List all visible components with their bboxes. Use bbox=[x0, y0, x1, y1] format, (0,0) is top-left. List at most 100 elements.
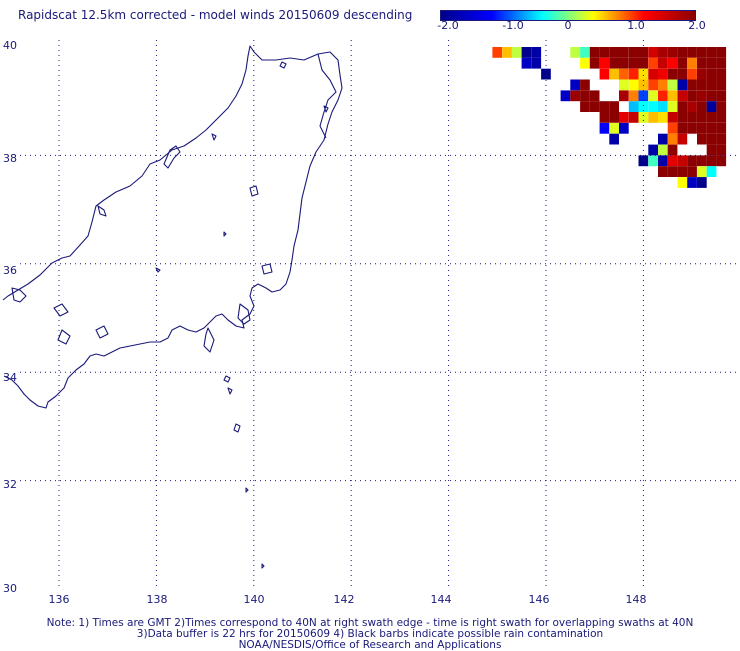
coastline-tokyo-bay bbox=[237, 303, 251, 325]
wind-cell bbox=[619, 79, 629, 91]
wind-cell bbox=[570, 47, 580, 58]
wind-cell bbox=[609, 57, 619, 69]
coastline bbox=[2, 45, 343, 569]
wind-cell bbox=[658, 68, 668, 80]
coastline-island-b bbox=[279, 61, 287, 69]
wind-cell bbox=[589, 90, 600, 102]
wind-cell bbox=[648, 47, 658, 58]
coastline-izu-peninsula bbox=[203, 327, 215, 353]
wind-cell bbox=[492, 47, 503, 58]
wind-cell bbox=[697, 112, 707, 123]
wind-cell bbox=[658, 133, 668, 145]
colorbar-tick-label: 2.0 bbox=[688, 19, 706, 32]
lat-label: 30 bbox=[3, 582, 17, 595]
wind-cell bbox=[706, 68, 717, 80]
wind-cell bbox=[609, 47, 619, 58]
coastline-ise-bay bbox=[95, 325, 109, 339]
lon-label: 138 bbox=[146, 593, 168, 606]
wind-cell bbox=[648, 112, 658, 123]
wind-cell bbox=[541, 68, 551, 80]
wind-cell bbox=[667, 79, 678, 91]
coastline-island-izu-5 bbox=[245, 487, 249, 493]
coastline-kii bbox=[57, 329, 71, 345]
footnote-line-1: Note: 1) Times are GMT 2)Times correspon… bbox=[46, 617, 694, 629]
coastline-island-a bbox=[261, 263, 273, 275]
colorbar bbox=[440, 10, 696, 21]
wind-cell bbox=[706, 101, 717, 112]
coastline-island-izu-4 bbox=[223, 231, 227, 237]
wind-cell bbox=[706, 166, 717, 177]
wind-cell bbox=[677, 101, 688, 112]
wind-cell bbox=[697, 177, 707, 188]
wind-cell bbox=[521, 47, 532, 58]
lon-label: 146 bbox=[528, 593, 550, 606]
wind-cell bbox=[716, 47, 727, 58]
wind-cell bbox=[580, 90, 590, 102]
wind-cell bbox=[667, 144, 678, 156]
wind-cell bbox=[570, 90, 580, 102]
wind-cell bbox=[609, 101, 619, 112]
wind-cell bbox=[531, 47, 542, 58]
wind-cell bbox=[638, 101, 649, 112]
wind-cell bbox=[609, 133, 619, 145]
wind-cell bbox=[619, 47, 629, 58]
lon-label: 142 bbox=[333, 593, 355, 606]
wind-cell bbox=[697, 122, 707, 134]
wind-cell bbox=[687, 101, 697, 112]
wind-cell bbox=[667, 101, 678, 112]
wind-cell bbox=[648, 144, 658, 156]
wind-cell bbox=[716, 90, 727, 102]
wind-cell bbox=[706, 155, 717, 167]
wind-cell bbox=[667, 122, 678, 134]
lat-label: 40 bbox=[3, 39, 17, 52]
wind-cell bbox=[619, 57, 629, 69]
wind-cell bbox=[697, 90, 707, 102]
wind-cell bbox=[716, 122, 727, 134]
coastline-shikoku bbox=[11, 287, 27, 303]
wind-cell bbox=[521, 57, 532, 69]
wind-cell bbox=[697, 166, 707, 177]
wind-cell bbox=[589, 101, 600, 112]
wind-cell bbox=[619, 112, 629, 123]
wind-cell bbox=[628, 68, 639, 80]
coastline-awaji bbox=[53, 303, 69, 317]
wind-cell bbox=[628, 79, 639, 91]
coastline-sado bbox=[249, 185, 259, 197]
wind-cell bbox=[658, 79, 668, 91]
wind-cell bbox=[706, 122, 717, 134]
wind-cell bbox=[706, 133, 717, 145]
wind-cell bbox=[619, 68, 629, 80]
wind-cell bbox=[628, 90, 639, 102]
wind-cell bbox=[619, 122, 629, 134]
wind-cell bbox=[628, 101, 639, 112]
wind-cell bbox=[677, 57, 688, 69]
wind-difference-cells bbox=[492, 47, 727, 188]
map-title: Rapidscat 12.5km corrected - model winds… bbox=[18, 8, 413, 22]
wind-cell bbox=[697, 101, 707, 112]
wind-cell bbox=[599, 101, 610, 112]
wind-cell bbox=[648, 68, 658, 80]
colorbar-tick-label: -2.0 bbox=[437, 19, 459, 32]
wind-cell bbox=[687, 155, 697, 167]
wind-cell bbox=[667, 90, 678, 102]
lat-label: 38 bbox=[3, 152, 17, 165]
footnote-credit: NOAA/NESDIS/Office of Research and Appli… bbox=[238, 639, 502, 651]
wind-cell bbox=[677, 155, 688, 167]
wind-cell bbox=[716, 101, 727, 112]
wind-cell bbox=[658, 144, 668, 156]
wind-cell bbox=[677, 133, 688, 145]
lon-label: 148 bbox=[625, 593, 647, 606]
wind-cell bbox=[531, 57, 542, 69]
coastline-island-sado-small bbox=[323, 105, 329, 113]
wind-cell bbox=[570, 79, 580, 91]
wind-cell bbox=[706, 112, 717, 123]
wind-cell bbox=[706, 57, 717, 69]
lon-label: 136 bbox=[48, 593, 70, 606]
wind-cell bbox=[687, 112, 697, 123]
wind-cell bbox=[609, 122, 619, 134]
wind-cell bbox=[716, 155, 727, 167]
wind-cell bbox=[677, 166, 688, 177]
coastline-island-izu-3 bbox=[233, 423, 241, 433]
lat-label: 36 bbox=[3, 264, 17, 277]
